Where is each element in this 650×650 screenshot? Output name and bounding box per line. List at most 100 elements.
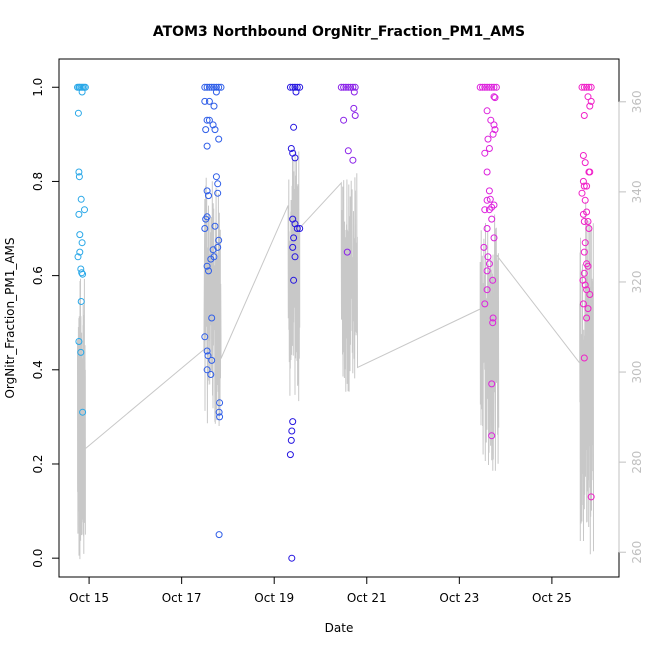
data-point [587, 97, 595, 105]
data-point [203, 347, 211, 355]
data-point [489, 314, 497, 322]
data-point [293, 83, 301, 91]
data-point [351, 83, 359, 91]
data-point [483, 196, 491, 204]
data-point [580, 354, 588, 362]
data-point [210, 253, 218, 261]
data-point [344, 147, 352, 155]
data-point [476, 83, 484, 91]
data-point [215, 236, 223, 244]
data-point [217, 83, 225, 91]
data-point [209, 246, 217, 254]
data-point [203, 366, 211, 374]
data-point [208, 83, 216, 91]
data-point [342, 83, 350, 91]
data-point [205, 97, 213, 105]
series-3 [286, 83, 304, 562]
series-5 [476, 83, 500, 440]
data-point [490, 83, 498, 91]
data-point [208, 314, 216, 322]
data-point [581, 196, 589, 204]
data-point [486, 195, 494, 203]
data-point [583, 286, 591, 294]
data-point [489, 276, 497, 284]
data-point [296, 83, 304, 91]
data-point [203, 116, 211, 124]
data-point [204, 352, 212, 360]
data-point [579, 177, 587, 185]
data-point [344, 83, 352, 91]
data-point [214, 180, 222, 188]
x-axis-label: Date [325, 621, 354, 635]
plot-frame [58, 58, 620, 578]
data-point [203, 83, 211, 91]
data-point [350, 88, 358, 96]
data-point [584, 218, 592, 225]
y-tick-label: 0.8 [31, 172, 45, 191]
data-point [581, 159, 589, 167]
data-point [205, 116, 213, 124]
data-point [215, 408, 223, 416]
chart-title: ATOM3 Northbound OrgNitr_Fraction_PM1_AM… [153, 24, 525, 40]
data-point [586, 102, 594, 110]
data-point [78, 88, 86, 96]
data-point [291, 253, 299, 261]
data-point [77, 298, 85, 305]
x-tick-label: Oct 19 [254, 591, 294, 605]
data-point [583, 83, 591, 91]
data-point [289, 83, 297, 91]
data-point [488, 432, 496, 440]
data-point [287, 436, 295, 444]
y-axis-label: OrgNitr_Fraction_PM1_AMS [3, 237, 17, 398]
data-point [81, 83, 89, 91]
data-point [293, 225, 301, 232]
data-point [205, 267, 212, 275]
data-point [485, 206, 493, 214]
y2-tick-label: 340 [630, 180, 644, 203]
data-point [76, 231, 84, 239]
data-point [215, 135, 223, 143]
data-point [483, 107, 491, 115]
data-point [211, 222, 219, 230]
data-point [290, 234, 298, 242]
data-point [207, 371, 215, 378]
data-point [489, 130, 497, 138]
y2-tick-label: 360 [630, 90, 644, 113]
data-point [578, 189, 586, 197]
data-point [491, 126, 499, 134]
data-point [587, 83, 595, 91]
data-point [580, 112, 588, 119]
y-tick-label: 0.4 [31, 360, 45, 379]
y-tick-label: 0.0 [31, 549, 45, 568]
x-tick-label: Oct 15 [69, 591, 109, 605]
data-point [481, 300, 489, 308]
data-point [210, 102, 218, 110]
data-point [347, 83, 355, 91]
data-point [289, 418, 297, 426]
data-point [488, 83, 496, 91]
data-point [212, 173, 220, 181]
altitude-line [77, 149, 594, 560]
data-point [483, 286, 491, 294]
series-6 [578, 83, 595, 501]
data-point [288, 427, 296, 435]
data-point [290, 123, 298, 131]
data-point [201, 83, 209, 91]
data-point [349, 156, 357, 164]
x-tick-label: Oct 17 [162, 591, 202, 605]
data-point [77, 195, 85, 203]
data-point [479, 83, 486, 91]
data-point [483, 267, 491, 275]
data-point [580, 182, 588, 190]
data-point [214, 189, 222, 197]
y2-tick-label: 280 [630, 451, 644, 474]
data-point [76, 248, 84, 256]
data-point [203, 213, 211, 221]
data-point [78, 269, 86, 277]
data-point [75, 338, 83, 345]
data-point [351, 112, 359, 119]
data-point [581, 281, 589, 289]
data-point [340, 83, 348, 91]
data-point [485, 187, 493, 195]
data-point [201, 333, 209, 341]
